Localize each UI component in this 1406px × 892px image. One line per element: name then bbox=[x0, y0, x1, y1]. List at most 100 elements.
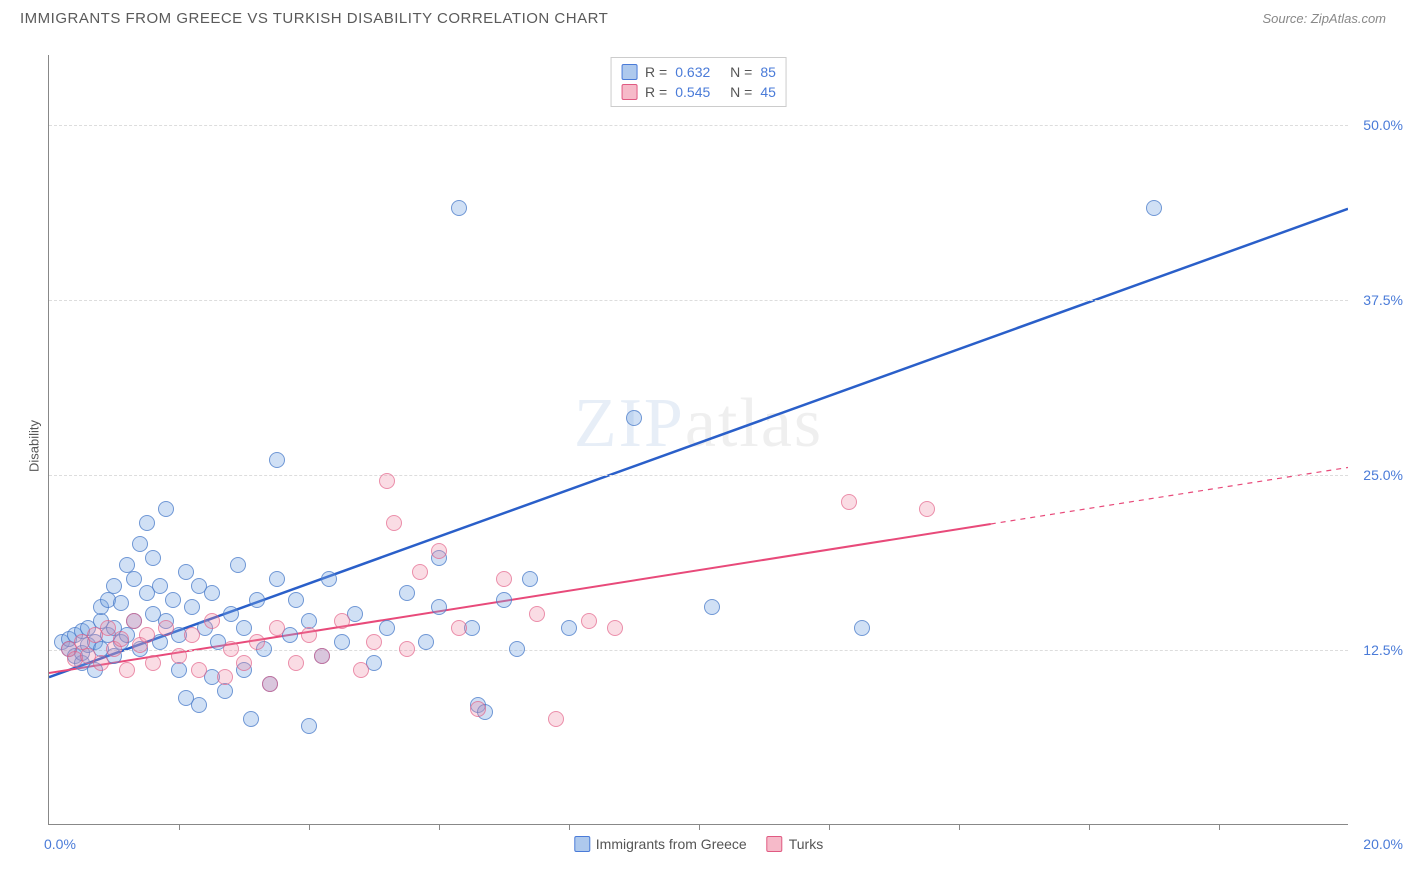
scatter-point bbox=[230, 557, 246, 573]
n-label: N = bbox=[730, 84, 752, 100]
scatter-point bbox=[366, 634, 382, 650]
scatter-point bbox=[139, 627, 155, 643]
source-attribution: Source: ZipAtlas.com bbox=[1262, 11, 1386, 26]
series-legend: Immigrants from Greece Turks bbox=[574, 836, 823, 852]
scatter-point bbox=[223, 606, 239, 622]
scatter-point bbox=[191, 697, 207, 713]
swatch-pink-icon bbox=[767, 836, 783, 852]
gridline bbox=[49, 300, 1348, 301]
scatter-point bbox=[522, 571, 538, 587]
scatter-point bbox=[561, 620, 577, 636]
scatter-point bbox=[269, 571, 285, 587]
y-tick-label: 50.0% bbox=[1363, 117, 1403, 133]
legend-item-turks: Turks bbox=[767, 836, 823, 852]
scatter-point bbox=[301, 718, 317, 734]
scatter-point bbox=[704, 599, 720, 615]
scatter-point bbox=[158, 501, 174, 517]
scatter-point bbox=[106, 578, 122, 594]
y-tick-label: 37.5% bbox=[1363, 292, 1403, 308]
scatter-point bbox=[217, 669, 233, 685]
x-axis-max-label: 20.0% bbox=[1363, 836, 1403, 852]
scatter-point bbox=[269, 620, 285, 636]
scatter-point bbox=[548, 711, 564, 727]
scatter-point bbox=[386, 515, 402, 531]
scatter-point bbox=[321, 571, 337, 587]
scatter-point bbox=[288, 655, 304, 671]
x-tick bbox=[309, 824, 310, 830]
scatter-point bbox=[139, 515, 155, 531]
x-axis-min-label: 0.0% bbox=[44, 836, 76, 852]
scatter-point bbox=[204, 585, 220, 601]
y-tick-label: 12.5% bbox=[1363, 642, 1403, 658]
swatch-blue-icon bbox=[621, 64, 637, 80]
correlation-stats-legend: R = 0.632 N = 85 R = 0.545 N = 45 bbox=[610, 57, 787, 107]
scatter-point bbox=[399, 585, 415, 601]
scatter-point bbox=[288, 592, 304, 608]
legend-label: Immigrants from Greece bbox=[596, 836, 747, 852]
regression-lines bbox=[49, 55, 1348, 824]
scatter-point bbox=[470, 701, 486, 717]
legend-item-greece: Immigrants from Greece bbox=[574, 836, 747, 852]
r-label: R = bbox=[645, 64, 667, 80]
scatter-point bbox=[126, 613, 142, 629]
scatter-point bbox=[191, 662, 207, 678]
gridline bbox=[49, 125, 1348, 126]
scatter-point bbox=[496, 592, 512, 608]
scatter-point bbox=[93, 655, 109, 671]
scatter-point bbox=[171, 662, 187, 678]
scatter-point bbox=[236, 655, 252, 671]
n-value-turks: 45 bbox=[760, 84, 776, 100]
r-label: R = bbox=[645, 84, 667, 100]
scatter-point bbox=[119, 662, 135, 678]
scatter-point bbox=[334, 634, 350, 650]
scatter-point bbox=[223, 641, 239, 657]
scatter-point bbox=[451, 620, 467, 636]
scatter-point bbox=[113, 595, 129, 611]
scatter-point bbox=[334, 613, 350, 629]
scatter-point bbox=[919, 501, 935, 517]
scatter-point bbox=[126, 571, 142, 587]
r-value-turks: 0.545 bbox=[675, 84, 710, 100]
scatter-point bbox=[496, 571, 512, 587]
gridline bbox=[49, 475, 1348, 476]
scatter-point bbox=[379, 473, 395, 489]
scatter-point bbox=[1146, 200, 1162, 216]
scatter-point bbox=[379, 620, 395, 636]
scatter-point bbox=[451, 200, 467, 216]
scatter-point bbox=[178, 564, 194, 580]
y-axis-label: Disability bbox=[27, 420, 42, 472]
legend-label: Turks bbox=[789, 836, 823, 852]
scatter-point bbox=[243, 711, 259, 727]
legend-row-turks: R = 0.545 N = 45 bbox=[621, 82, 776, 102]
x-tick bbox=[439, 824, 440, 830]
scatter-point bbox=[841, 494, 857, 510]
gridline bbox=[49, 650, 1348, 651]
header: IMMIGRANTS FROM GREECE VS TURKISH DISABI… bbox=[0, 0, 1406, 32]
x-tick bbox=[1219, 824, 1220, 830]
scatter-point bbox=[165, 592, 181, 608]
r-value-greece: 0.632 bbox=[675, 64, 710, 80]
scatter-point bbox=[145, 655, 161, 671]
scatter-point bbox=[132, 536, 148, 552]
scatter-point bbox=[236, 620, 252, 636]
chart-title: IMMIGRANTS FROM GREECE VS TURKISH DISABI… bbox=[20, 10, 608, 27]
chart-plot-area: ZIPatlas R = 0.632 N = 85 R = 0.545 N = … bbox=[48, 55, 1348, 825]
scatter-point bbox=[626, 410, 642, 426]
scatter-point bbox=[158, 620, 174, 636]
scatter-point bbox=[145, 550, 161, 566]
x-tick bbox=[569, 824, 570, 830]
scatter-point bbox=[431, 599, 447, 615]
scatter-point bbox=[269, 452, 285, 468]
scatter-point bbox=[529, 606, 545, 622]
n-value-greece: 85 bbox=[760, 64, 776, 80]
scatter-point bbox=[113, 631, 129, 647]
scatter-point bbox=[581, 613, 597, 629]
scatter-point bbox=[399, 641, 415, 657]
scatter-point bbox=[509, 641, 525, 657]
x-tick bbox=[829, 824, 830, 830]
scatter-point bbox=[217, 683, 233, 699]
swatch-blue-icon bbox=[574, 836, 590, 852]
x-tick bbox=[699, 824, 700, 830]
watermark: ZIPatlas bbox=[574, 384, 823, 464]
scatter-point bbox=[249, 634, 265, 650]
